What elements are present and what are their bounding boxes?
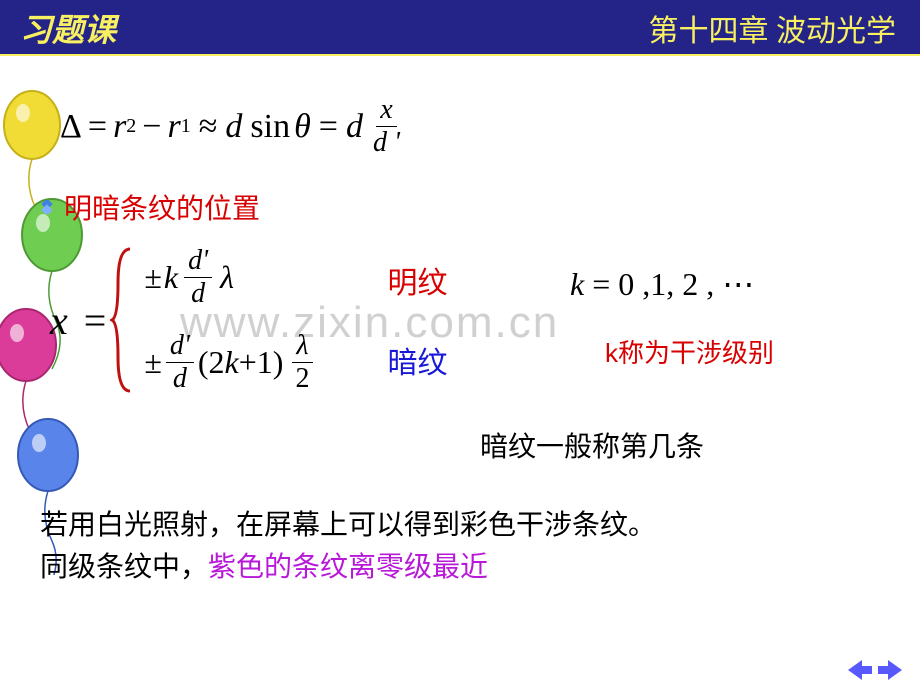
pc: +1) <box>239 344 284 381</box>
num1: d' <box>184 247 212 278</box>
num2: d' <box>166 332 194 363</box>
r2: r <box>113 108 126 146</box>
section-title-text: 明暗条纹的位置 <box>64 187 260 227</box>
bottom-line2a: 同级条纹中， <box>40 552 208 583</box>
bottom-line2b-purple: 紫色的条纹离零级最近 <box>208 552 488 583</box>
x-variable: x = <box>50 297 106 344</box>
x-sym: x <box>50 298 68 343</box>
den1: d <box>187 278 209 308</box>
section-fringe-position: 明暗条纹的位置 <box>40 187 890 227</box>
bright-fringe-case: ± k d' d λ <box>144 247 317 308</box>
k-values: k = 0 ,1, 2 , ⋯ <box>570 265 754 303</box>
white-light-note: 若用白光照射，在屏幕上可以得到彩色干涉条纹。 同级条纹中，紫色的条纹离零级最近 <box>40 505 890 589</box>
cases-column: ± k d' d λ ± d' d (2k+1) λ 2 <box>144 247 317 393</box>
header-left-title: 习题课 <box>20 5 116 51</box>
theta: θ <box>294 108 311 146</box>
k-order-note: k称为干涉级别 <box>605 333 774 370</box>
bright-label: 明纹 <box>387 258 447 302</box>
dark-fringe-note: 暗纹一般称第几条 <box>480 425 890 465</box>
left-brace-icon <box>110 245 136 395</box>
k-val-text: = 0 ,1, 2 , ⋯ <box>584 266 754 302</box>
lambda-over-2: λ 2 <box>291 332 313 393</box>
fringe-labels: 明纹 暗纹 <box>387 258 447 382</box>
fringe-cases-formula: x = ± k d' d λ ± d' d (2k+1) <box>50 245 890 395</box>
d2: d <box>346 108 363 146</box>
nav-arrows <box>848 660 902 680</box>
pm2: ± <box>144 344 162 381</box>
minus: − <box>142 108 161 146</box>
path-difference-formula: Δ = r2 − r1 ≈ d sin θ = d x d ' <box>60 96 890 157</box>
den2: d <box>169 363 191 393</box>
pm1: ± <box>144 259 162 296</box>
header-right-title: 第十四章 波动光学 <box>649 6 897 50</box>
eq2: = <box>319 108 338 146</box>
bottom-line2: 同级条纹中，紫色的条纹离零级最近 <box>40 547 890 589</box>
frac-dprime: d ' <box>369 127 404 157</box>
r1-sub: 1 <box>181 115 191 138</box>
dprime-over-d-2: d' d <box>166 332 194 393</box>
slide-content: Δ = r2 − r1 ≈ d sin θ = d x d ' 明暗条纹的位置 … <box>0 56 920 589</box>
eq1: = <box>88 108 107 146</box>
slide-header: 习题课 第十四章 波动光学 <box>0 0 920 56</box>
sin: sin <box>250 108 290 146</box>
two: 2 <box>291 363 313 393</box>
bottom-line1: 若用白光照射，在屏幕上可以得到彩色干涉条纹。 <box>40 505 890 547</box>
dprime-over-d-1: d' d <box>184 247 212 308</box>
lambda2: λ <box>296 330 308 361</box>
frac-x: x <box>376 96 396 127</box>
pk: k <box>225 344 239 381</box>
eq-sym: = <box>84 298 107 343</box>
d1: d <box>225 108 242 146</box>
delta-symbol: Δ <box>60 108 82 146</box>
dark-fringe-case: ± d' d (2k+1) λ 2 <box>144 332 317 393</box>
prev-slide-button[interactable] <box>848 660 872 680</box>
k1: k <box>164 259 178 296</box>
po: (2 <box>198 344 225 381</box>
r1: r <box>167 108 180 146</box>
dark-label: 暗纹 <box>387 338 447 382</box>
x-over-dprime: x d ' <box>369 96 404 157</box>
r2-sub: 2 <box>126 115 136 138</box>
next-slide-button[interactable] <box>878 660 902 680</box>
bullet-diamond-icon <box>40 200 54 214</box>
approx: ≈ <box>199 108 218 146</box>
lambda1: λ <box>220 259 234 296</box>
